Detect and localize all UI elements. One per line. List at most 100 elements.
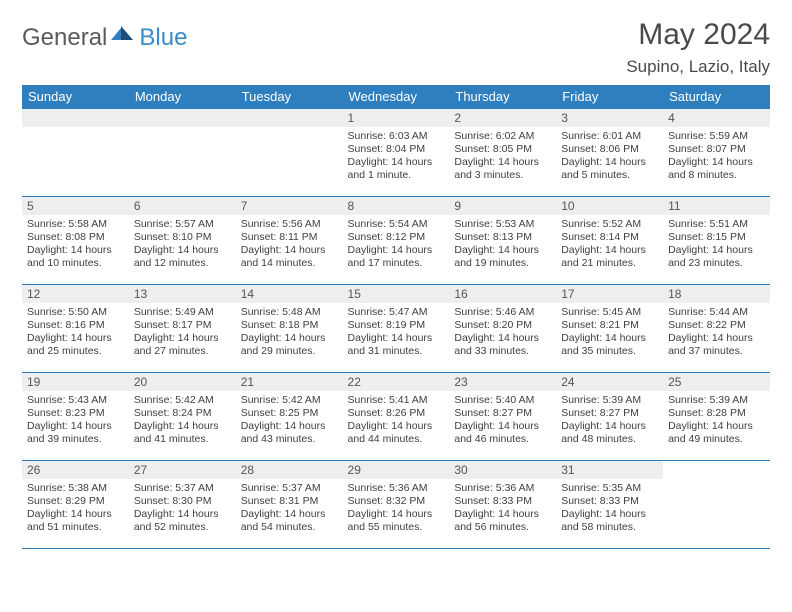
month-title: May 2024 xyxy=(626,18,770,51)
day-number: 13 xyxy=(129,285,236,303)
calendar-body: 1Sunrise: 6:03 AMSunset: 8:04 PMDaylight… xyxy=(22,109,770,549)
day-number: 5 xyxy=(22,197,129,215)
calendar-day-cell: 31Sunrise: 5:35 AMSunset: 8:33 PMDayligh… xyxy=(556,461,663,549)
day-number: 16 xyxy=(449,285,556,303)
day-body: Sunrise: 5:36 AMSunset: 8:33 PMDaylight:… xyxy=(449,479,556,538)
calendar-week-row: 5Sunrise: 5:58 AMSunset: 8:08 PMDaylight… xyxy=(22,197,770,285)
day-number: 25 xyxy=(663,373,770,391)
day-body: Sunrise: 5:38 AMSunset: 8:29 PMDaylight:… xyxy=(22,479,129,538)
day-body: Sunrise: 5:37 AMSunset: 8:30 PMDaylight:… xyxy=(129,479,236,538)
calendar-day-cell: 20Sunrise: 5:42 AMSunset: 8:24 PMDayligh… xyxy=(129,373,236,461)
day-body: Sunrise: 5:49 AMSunset: 8:17 PMDaylight:… xyxy=(129,303,236,362)
day-body: Sunrise: 5:39 AMSunset: 8:28 PMDaylight:… xyxy=(663,391,770,450)
calendar-day-cell: 28Sunrise: 5:37 AMSunset: 8:31 PMDayligh… xyxy=(236,461,343,549)
calendar-day-cell: 24Sunrise: 5:39 AMSunset: 8:27 PMDayligh… xyxy=(556,373,663,461)
calendar-table: Sunday Monday Tuesday Wednesday Thursday… xyxy=(22,85,770,549)
calendar-week-row: 19Sunrise: 5:43 AMSunset: 8:23 PMDayligh… xyxy=(22,373,770,461)
day-number: 7 xyxy=(236,197,343,215)
day-number: 22 xyxy=(343,373,450,391)
calendar-week-row: 12Sunrise: 5:50 AMSunset: 8:16 PMDayligh… xyxy=(22,285,770,373)
brand-logo: General Blue xyxy=(22,24,187,52)
calendar-day-cell: 25Sunrise: 5:39 AMSunset: 8:28 PMDayligh… xyxy=(663,373,770,461)
calendar-day-cell: 2Sunrise: 6:02 AMSunset: 8:05 PMDaylight… xyxy=(449,109,556,197)
day-body: Sunrise: 6:01 AMSunset: 8:06 PMDaylight:… xyxy=(556,127,663,186)
calendar-day-cell: 27Sunrise: 5:37 AMSunset: 8:30 PMDayligh… xyxy=(129,461,236,549)
weekday-tuesday: Tuesday xyxy=(236,85,343,109)
calendar-week-row: 1Sunrise: 6:03 AMSunset: 8:04 PMDaylight… xyxy=(22,109,770,197)
weekday-sunday: Sunday xyxy=(22,85,129,109)
day-number: 10 xyxy=(556,197,663,215)
day-number: 26 xyxy=(22,461,129,479)
weekday-wednesday: Wednesday xyxy=(343,85,450,109)
title-block: May 2024 Supino, Lazio, Italy xyxy=(626,18,770,77)
day-number: 3 xyxy=(556,109,663,127)
day-body: Sunrise: 5:42 AMSunset: 8:25 PMDaylight:… xyxy=(236,391,343,450)
day-body: Sunrise: 5:40 AMSunset: 8:27 PMDaylight:… xyxy=(449,391,556,450)
day-number: 1 xyxy=(343,109,450,127)
day-number: 2 xyxy=(449,109,556,127)
calendar-day-cell xyxy=(236,109,343,197)
calendar-day-cell: 30Sunrise: 5:36 AMSunset: 8:33 PMDayligh… xyxy=(449,461,556,549)
day-body: Sunrise: 5:52 AMSunset: 8:14 PMDaylight:… xyxy=(556,215,663,274)
calendar-day-cell: 11Sunrise: 5:51 AMSunset: 8:15 PMDayligh… xyxy=(663,197,770,285)
day-number: 4 xyxy=(663,109,770,127)
calendar-day-cell: 9Sunrise: 5:53 AMSunset: 8:13 PMDaylight… xyxy=(449,197,556,285)
calendar-day-cell: 6Sunrise: 5:57 AMSunset: 8:10 PMDaylight… xyxy=(129,197,236,285)
calendar-day-cell: 8Sunrise: 5:54 AMSunset: 8:12 PMDaylight… xyxy=(343,197,450,285)
day-body: Sunrise: 5:59 AMSunset: 8:07 PMDaylight:… xyxy=(663,127,770,186)
day-number: 12 xyxy=(22,285,129,303)
calendar-day-cell: 13Sunrise: 5:49 AMSunset: 8:17 PMDayligh… xyxy=(129,285,236,373)
calendar-day-cell: 17Sunrise: 5:45 AMSunset: 8:21 PMDayligh… xyxy=(556,285,663,373)
day-number: 14 xyxy=(236,285,343,303)
weekday-saturday: Saturday xyxy=(663,85,770,109)
calendar-day-cell: 5Sunrise: 5:58 AMSunset: 8:08 PMDaylight… xyxy=(22,197,129,285)
day-number: 18 xyxy=(663,285,770,303)
day-number-empty xyxy=(236,109,343,127)
day-number: 11 xyxy=(663,197,770,215)
day-body: Sunrise: 5:50 AMSunset: 8:16 PMDaylight:… xyxy=(22,303,129,362)
header: General Blue May 2024 Supino, Lazio, Ita… xyxy=(22,18,770,77)
day-number: 21 xyxy=(236,373,343,391)
brand-word-2: Blue xyxy=(139,24,187,52)
calendar-day-cell: 10Sunrise: 5:52 AMSunset: 8:14 PMDayligh… xyxy=(556,197,663,285)
weekday-friday: Friday xyxy=(556,85,663,109)
day-body: Sunrise: 5:44 AMSunset: 8:22 PMDaylight:… xyxy=(663,303,770,362)
calendar-day-cell: 26Sunrise: 5:38 AMSunset: 8:29 PMDayligh… xyxy=(22,461,129,549)
day-body: Sunrise: 5:46 AMSunset: 8:20 PMDaylight:… xyxy=(449,303,556,362)
day-number: 15 xyxy=(343,285,450,303)
day-number: 28 xyxy=(236,461,343,479)
calendar-day-cell: 29Sunrise: 5:36 AMSunset: 8:32 PMDayligh… xyxy=(343,461,450,549)
day-body: Sunrise: 5:39 AMSunset: 8:27 PMDaylight:… xyxy=(556,391,663,450)
day-number: 24 xyxy=(556,373,663,391)
day-number: 6 xyxy=(129,197,236,215)
day-number: 29 xyxy=(343,461,450,479)
day-body: Sunrise: 5:42 AMSunset: 8:24 PMDaylight:… xyxy=(129,391,236,450)
day-body: Sunrise: 5:37 AMSunset: 8:31 PMDaylight:… xyxy=(236,479,343,538)
weekday-thursday: Thursday xyxy=(449,85,556,109)
day-number: 9 xyxy=(449,197,556,215)
day-body: Sunrise: 5:56 AMSunset: 8:11 PMDaylight:… xyxy=(236,215,343,274)
day-body: Sunrise: 5:47 AMSunset: 8:19 PMDaylight:… xyxy=(343,303,450,362)
day-number-empty xyxy=(22,109,129,127)
day-body: Sunrise: 5:35 AMSunset: 8:33 PMDaylight:… xyxy=(556,479,663,538)
brand-word-1: General xyxy=(22,24,107,52)
day-number-empty xyxy=(129,109,236,127)
calendar-week-row: 26Sunrise: 5:38 AMSunset: 8:29 PMDayligh… xyxy=(22,461,770,549)
day-number: 20 xyxy=(129,373,236,391)
day-body: Sunrise: 5:36 AMSunset: 8:32 PMDaylight:… xyxy=(343,479,450,538)
day-body: Sunrise: 5:45 AMSunset: 8:21 PMDaylight:… xyxy=(556,303,663,362)
calendar-day-cell: 15Sunrise: 5:47 AMSunset: 8:19 PMDayligh… xyxy=(343,285,450,373)
day-body: Sunrise: 5:54 AMSunset: 8:12 PMDaylight:… xyxy=(343,215,450,274)
calendar-day-cell: 23Sunrise: 5:40 AMSunset: 8:27 PMDayligh… xyxy=(449,373,556,461)
day-number: 30 xyxy=(449,461,556,479)
calendar-day-cell xyxy=(129,109,236,197)
day-body: Sunrise: 5:58 AMSunset: 8:08 PMDaylight:… xyxy=(22,215,129,274)
weekday-monday: Monday xyxy=(129,85,236,109)
weekday-header-row: Sunday Monday Tuesday Wednesday Thursday… xyxy=(22,85,770,109)
calendar-day-cell: 22Sunrise: 5:41 AMSunset: 8:26 PMDayligh… xyxy=(343,373,450,461)
location: Supino, Lazio, Italy xyxy=(626,57,770,77)
day-number: 31 xyxy=(556,461,663,479)
day-number: 17 xyxy=(556,285,663,303)
calendar-day-cell: 3Sunrise: 6:01 AMSunset: 8:06 PMDaylight… xyxy=(556,109,663,197)
day-body: Sunrise: 5:53 AMSunset: 8:13 PMDaylight:… xyxy=(449,215,556,274)
